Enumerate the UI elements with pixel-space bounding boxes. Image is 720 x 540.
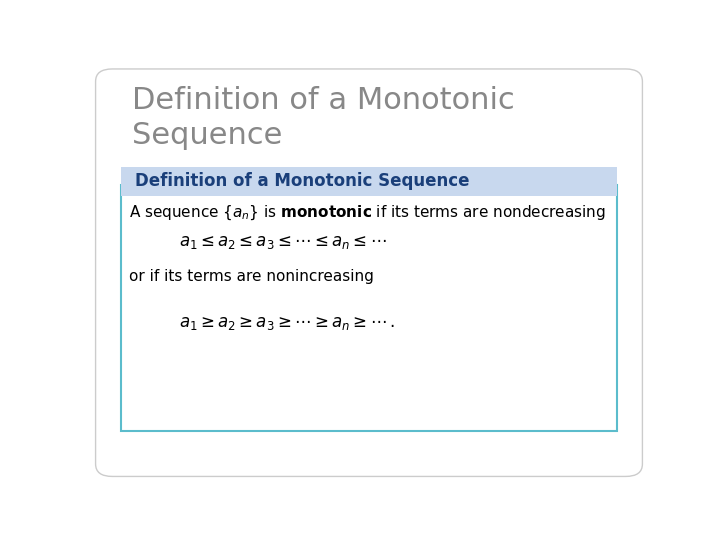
Text: $a_1 \leq a_2 \leq a_3 \leq \cdots \leq a_n \leq \cdots$: $a_1 \leq a_2 \leq a_3 \leq \cdots \leq … xyxy=(179,233,387,251)
Text: Definition of a Monotonic Sequence: Definition of a Monotonic Sequence xyxy=(135,172,469,190)
FancyBboxPatch shape xyxy=(121,167,617,196)
Text: $a_1 \geq a_2 \geq a_3 \geq \cdots \geq a_n \geq \cdots\,.$: $a_1 \geq a_2 \geq a_3 \geq \cdots \geq … xyxy=(179,314,395,332)
FancyBboxPatch shape xyxy=(96,69,642,476)
Text: Definition of a Monotonic
Sequence: Definition of a Monotonic Sequence xyxy=(132,85,515,151)
FancyBboxPatch shape xyxy=(121,185,617,431)
Text: A sequence $\{a_n\}$ is $\mathbf{monotonic}$ if its terms are nondecreasing: A sequence $\{a_n\}$ is $\mathbf{monoton… xyxy=(129,203,606,221)
Text: or if its terms are nonincreasing: or if its terms are nonincreasing xyxy=(129,269,374,285)
